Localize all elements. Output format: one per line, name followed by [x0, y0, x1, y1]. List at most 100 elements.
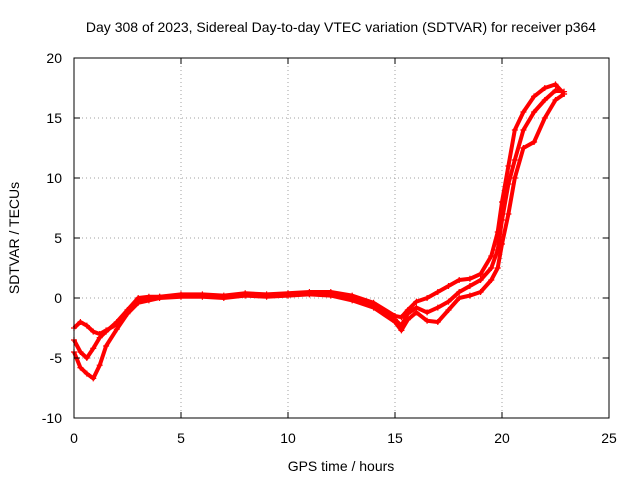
data-point: [113, 319, 120, 325]
data-point: [466, 292, 473, 299]
x-tick-label: 0: [70, 430, 78, 446]
data-point: [520, 145, 527, 151]
data-point: [466, 275, 473, 282]
data-point: [541, 97, 548, 103]
data-point: [477, 289, 484, 295]
data-point: [511, 175, 518, 181]
data-point: [404, 316, 411, 323]
data-point: [96, 334, 103, 341]
y-axis-label: SDTVAR / TECUs: [6, 182, 22, 294]
data-point: [404, 310, 411, 317]
data-point: [505, 181, 512, 187]
data-point: [477, 271, 484, 277]
data-point: [552, 97, 559, 103]
data-point: [263, 293, 270, 300]
data-point: [83, 370, 90, 377]
data-point: [456, 277, 463, 283]
data-point: [327, 292, 334, 299]
data-point: [456, 295, 463, 301]
data-point: [285, 292, 291, 299]
data-point: [424, 295, 431, 301]
data-point: [505, 211, 512, 217]
data-point: [178, 293, 184, 300]
data-point: [494, 265, 501, 271]
grid: [74, 58, 609, 418]
data-point: [90, 345, 97, 352]
data-point: [424, 317, 431, 324]
chart-title: Day 308 of 2023, Sidereal Day-to-day VTE…: [86, 19, 596, 35]
data-point: [413, 309, 420, 316]
y-tick-label: 5: [54, 230, 62, 246]
data-point: [103, 343, 110, 349]
data-point: [77, 364, 84, 371]
data-point: [220, 295, 227, 301]
data-point: [466, 283, 473, 289]
x-tick-label: 25: [601, 430, 617, 446]
data-point: [83, 322, 90, 329]
data-point: [199, 293, 206, 300]
data-point: [499, 217, 505, 223]
y-tick-label: -5: [50, 350, 63, 366]
x-axis-label: GPS time / hours: [288, 458, 395, 474]
data-point: [434, 289, 441, 295]
data-point: [306, 291, 313, 298]
data-point: [488, 277, 495, 283]
data-point: [488, 253, 495, 259]
data-point: [531, 109, 538, 115]
y-tick-label: 0: [54, 290, 62, 306]
data-point: [242, 292, 249, 299]
data-point: [552, 81, 559, 88]
data-point: [124, 310, 131, 317]
x-tick-label: 15: [387, 430, 403, 446]
data-point: [135, 299, 142, 306]
data-point: [113, 326, 120, 333]
data-point: [96, 362, 103, 369]
data-point: [145, 297, 152, 304]
data-point: [531, 93, 538, 100]
series-line: [72, 92, 566, 381]
data-point: [370, 304, 377, 311]
data-point: [505, 163, 512, 169]
series-track-2: [71, 87, 568, 361]
data-point: [103, 328, 110, 335]
data-point: [392, 319, 398, 325]
data-points: [71, 81, 568, 382]
y-tick-label: -10: [42, 410, 62, 426]
data-point: [520, 127, 527, 133]
data-point: [531, 139, 538, 145]
tick-labels: 0 5 10 15 20 25 -10 -5 0 5 10 15 20: [42, 50, 617, 446]
data-point: [488, 265, 495, 271]
data-point: [511, 157, 518, 163]
data-point: [424, 309, 431, 316]
data-point: [83, 355, 90, 361]
data-point: [499, 241, 505, 247]
data-point: [445, 298, 452, 305]
x-tick-label: 20: [494, 430, 510, 446]
data-point: [445, 283, 452, 289]
data-point: [398, 327, 405, 334]
data-point: [434, 304, 441, 311]
axis-ticks: [73, 57, 610, 419]
x-tick-label: 5: [177, 430, 185, 446]
series-line: [72, 88, 565, 360]
data-point: [511, 127, 518, 133]
data-point: [445, 307, 452, 313]
data-point: [349, 297, 356, 304]
data-point: [477, 277, 484, 283]
data-point: [413, 298, 420, 305]
y-tick-label: 15: [46, 110, 62, 126]
y-tick-label: 20: [46, 50, 62, 66]
data-point: [456, 289, 463, 295]
data-point: [90, 328, 97, 335]
data-point: [541, 115, 548, 121]
data-point: [90, 375, 97, 382]
data-point: [77, 349, 84, 355]
data-point: [552, 87, 559, 94]
y-tick-label: 10: [46, 170, 62, 186]
data-point: [434, 319, 441, 325]
series-track-3: [71, 91, 568, 382]
x-tick-label: 10: [280, 430, 296, 446]
data-point: [156, 295, 163, 301]
